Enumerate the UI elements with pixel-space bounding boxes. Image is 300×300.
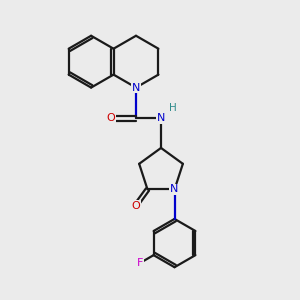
Text: O: O (131, 201, 140, 211)
Text: N: N (132, 82, 140, 93)
Text: N: N (170, 184, 179, 194)
Text: H: H (169, 103, 177, 113)
Text: N: N (157, 113, 165, 124)
Text: O: O (106, 113, 115, 124)
Text: F: F (136, 258, 143, 268)
